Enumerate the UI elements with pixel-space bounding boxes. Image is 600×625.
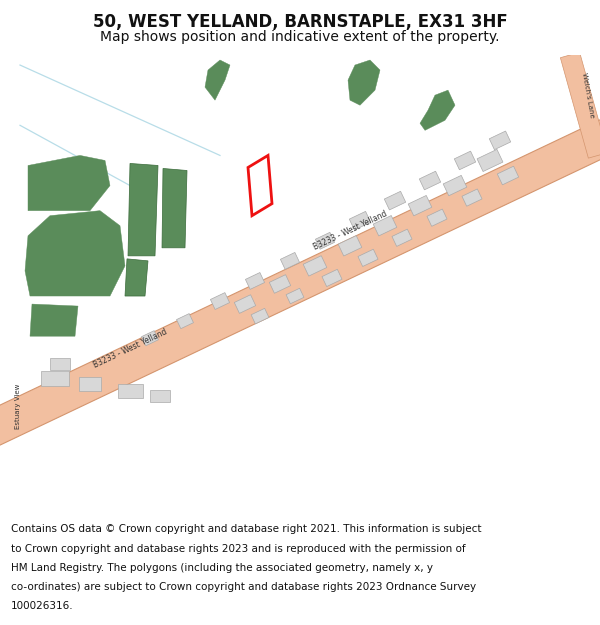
Polygon shape [251, 308, 269, 324]
Polygon shape [118, 384, 143, 399]
Text: 50, WEST YELLAND, BARNSTAPLE, EX31 3HF: 50, WEST YELLAND, BARNSTAPLE, EX31 3HF [92, 13, 508, 31]
Polygon shape [269, 274, 291, 293]
Polygon shape [477, 149, 503, 171]
Polygon shape [420, 90, 455, 131]
Polygon shape [303, 256, 327, 276]
Polygon shape [392, 229, 412, 246]
Text: B3233 - West Yelland: B3233 - West Yelland [312, 209, 388, 252]
Polygon shape [25, 211, 125, 296]
Polygon shape [50, 358, 70, 371]
Polygon shape [419, 171, 441, 190]
Text: 100026316.: 100026316. [11, 601, 73, 611]
Polygon shape [427, 209, 447, 226]
Polygon shape [30, 304, 78, 336]
Polygon shape [162, 169, 187, 248]
Polygon shape [28, 156, 110, 211]
Polygon shape [316, 232, 335, 249]
Polygon shape [0, 114, 600, 451]
Text: to Crown copyright and database rights 2023 and is reproduced with the permissio: to Crown copyright and database rights 2… [11, 544, 466, 554]
Polygon shape [142, 331, 158, 346]
Polygon shape [560, 52, 600, 158]
Text: Map shows position and indicative extent of the property.: Map shows position and indicative extent… [100, 31, 500, 44]
Polygon shape [408, 196, 432, 216]
Text: B3233 - West Yelland: B3233 - West Yelland [92, 327, 168, 369]
Polygon shape [41, 371, 69, 386]
Polygon shape [79, 378, 101, 391]
Text: Estuary View: Estuary View [15, 384, 21, 429]
Text: Welch's Lane: Welch's Lane [581, 72, 595, 118]
Polygon shape [358, 249, 378, 266]
Polygon shape [125, 259, 148, 296]
Polygon shape [280, 253, 299, 269]
Polygon shape [322, 269, 342, 287]
Polygon shape [128, 164, 158, 256]
Text: Contains OS data © Crown copyright and database right 2021. This information is : Contains OS data © Crown copyright and d… [11, 524, 481, 534]
Text: co-ordinates) are subject to Crown copyright and database rights 2023 Ordnance S: co-ordinates) are subject to Crown copyr… [11, 582, 476, 592]
Polygon shape [349, 211, 371, 230]
Polygon shape [248, 156, 272, 216]
Polygon shape [176, 314, 193, 329]
Polygon shape [234, 295, 256, 313]
Polygon shape [338, 236, 362, 256]
Polygon shape [150, 391, 170, 402]
Polygon shape [489, 131, 511, 149]
Text: HM Land Registry. The polygons (including the associated geometry, namely x, y: HM Land Registry. The polygons (includin… [11, 562, 433, 572]
Polygon shape [348, 60, 380, 105]
Polygon shape [497, 166, 519, 185]
Polygon shape [443, 176, 467, 196]
Polygon shape [245, 272, 265, 289]
Polygon shape [384, 191, 406, 210]
Polygon shape [462, 189, 482, 206]
Polygon shape [373, 216, 397, 236]
Polygon shape [205, 60, 230, 100]
Polygon shape [454, 151, 476, 170]
Polygon shape [211, 292, 230, 309]
Polygon shape [286, 288, 304, 304]
